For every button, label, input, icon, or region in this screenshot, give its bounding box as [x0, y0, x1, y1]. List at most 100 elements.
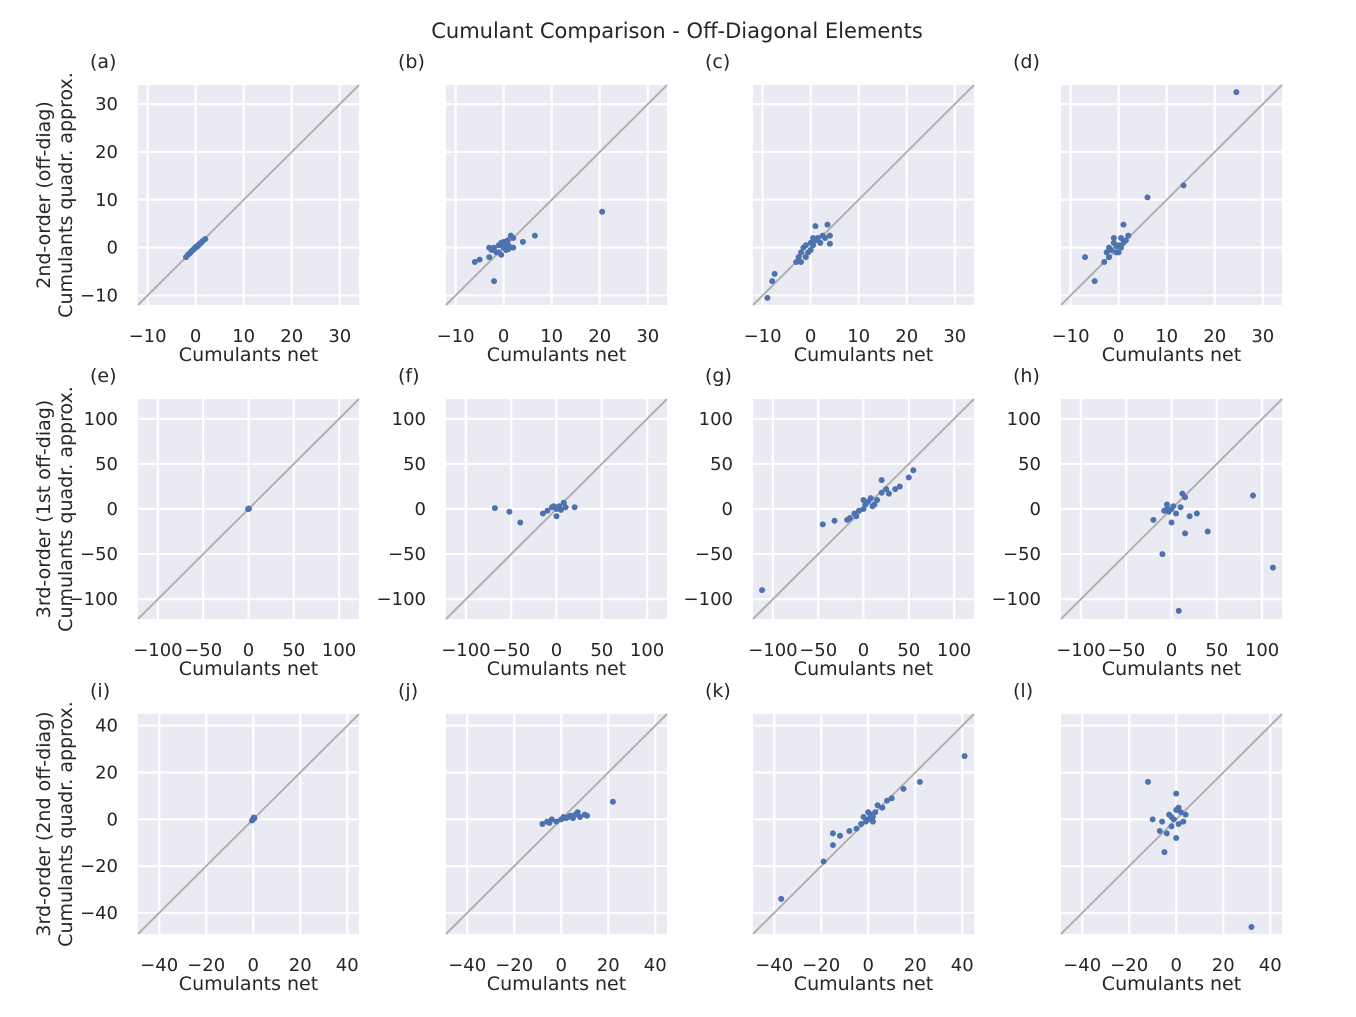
x-tick-label: 30 — [328, 326, 351, 347]
data-point — [1182, 494, 1189, 501]
data-point — [869, 813, 876, 820]
data-point — [550, 503, 557, 510]
data-point — [888, 795, 895, 802]
y-tick-label: −40 — [80, 903, 118, 924]
data-point — [245, 505, 252, 512]
data-point — [860, 813, 867, 820]
x-tick-label: 30 — [943, 326, 966, 347]
data-point — [555, 505, 562, 512]
data-point — [961, 753, 968, 760]
data-point — [778, 895, 785, 902]
data-point — [1177, 504, 1184, 511]
data-point — [471, 258, 478, 265]
data-point — [560, 499, 567, 506]
y-tick-label: 50 — [1018, 454, 1041, 475]
data-point — [546, 819, 553, 826]
x-axis-label: Cumulants net — [487, 658, 626, 680]
x-tick-label: 20 — [895, 326, 918, 347]
data-point — [506, 508, 513, 515]
data-point — [817, 239, 824, 246]
x-axis-label: Cumulants net — [1102, 973, 1241, 995]
data-point — [1156, 828, 1163, 835]
x-tick-label: −20 — [495, 955, 533, 976]
data-point — [539, 821, 546, 827]
data-point — [491, 505, 498, 512]
x-tick-label: −50 — [799, 640, 837, 661]
data-point — [1269, 564, 1276, 571]
data-point — [1163, 501, 1170, 508]
x-tick-label: 100 — [322, 640, 356, 661]
x-tick-label: −10 — [1052, 326, 1090, 347]
x-tick-label: 0 — [555, 955, 566, 976]
x-tick-label: 50 — [1205, 640, 1228, 661]
data-point — [1091, 278, 1098, 285]
x-tick-label: 100 — [937, 640, 971, 661]
data-point — [846, 828, 853, 835]
x-axis-label: Cumulants net — [179, 344, 318, 366]
data-point — [1163, 506, 1170, 512]
data-point — [831, 517, 838, 524]
x-tick-label: −50 — [492, 640, 530, 661]
data-point — [486, 254, 493, 261]
y-tick-label: 30 — [95, 94, 118, 115]
y-tick-label: −50 — [388, 544, 426, 565]
panel-b: −10 0 10 20 30 Cumulants net (b) — [398, 51, 668, 366]
x-tick-label: 40 — [336, 955, 359, 976]
x-tick-label: 0 — [498, 326, 509, 347]
data-point — [869, 503, 876, 510]
panel-c: −10 0 10 20 30 Cumulants net (c) — [705, 51, 975, 366]
panel-d: −10 0 10 20 30 Cumulants net (d) — [1013, 51, 1283, 366]
row-y-axis-label: Cumulants quadr. approx. — [55, 386, 77, 632]
data-point — [1103, 249, 1110, 256]
y-tick-label: 100 — [84, 409, 118, 430]
data-point — [892, 486, 899, 493]
data-point — [867, 495, 874, 502]
data-point — [1175, 821, 1182, 827]
y-tick-label: −50 — [695, 544, 733, 565]
data-point — [1173, 790, 1180, 797]
data-point — [905, 474, 912, 481]
data-point — [910, 467, 917, 474]
y-tick-label: 10 — [95, 190, 118, 211]
identity-line — [445, 84, 668, 306]
y-tick-label: −100 — [377, 589, 426, 610]
panel-l: −40 −20 0 20 40 Cumulants net (l) — [1013, 680, 1283, 995]
panel-letter: (h) — [1013, 365, 1040, 387]
x-axis-label: Cumulants net — [179, 973, 318, 995]
x-axis-label: Cumulants net — [794, 658, 933, 680]
x-tick-label: −100 — [748, 640, 797, 661]
x-tick-label: 0 — [1166, 640, 1177, 661]
panel-letter: (g) — [705, 365, 732, 387]
data-point — [798, 258, 805, 265]
data-point — [571, 504, 578, 511]
x-axis-label: Cumulants net — [794, 344, 933, 366]
y-tick-label: 50 — [95, 454, 118, 475]
x-axis-label: Cumulants net — [179, 658, 318, 680]
x-tick-label: −20 — [1110, 955, 1148, 976]
identity-line — [137, 84, 360, 306]
x-axis-label: Cumulants net — [487, 344, 626, 366]
x-tick-label: −10 — [129, 326, 167, 347]
data-point — [1115, 249, 1122, 256]
x-tick-label: 50 — [897, 640, 920, 661]
data-point — [1118, 244, 1125, 251]
data-point — [539, 510, 546, 517]
data-point — [1120, 221, 1127, 228]
data-point — [599, 208, 606, 215]
x-tick-label: −50 — [184, 640, 222, 661]
x-tick-label: −40 — [1063, 955, 1101, 976]
data-point — [826, 232, 833, 239]
x-tick-label: 0 — [805, 326, 816, 347]
data-point — [1168, 519, 1175, 526]
panel-k: −40 −20 0 20 40 Cumulants net (k) — [705, 680, 975, 995]
row-y-axis-label: 3rd-order (1st off-diag) — [33, 400, 55, 618]
data-point — [798, 249, 805, 256]
y-tick-label: 0 — [107, 809, 118, 830]
data-point — [879, 804, 886, 811]
data-point — [1144, 194, 1151, 201]
y-tick-label: 0 — [107, 238, 118, 259]
x-tick-label: −40 — [448, 955, 486, 976]
data-point — [1182, 811, 1189, 818]
y-tick-label: 0 — [415, 499, 426, 520]
